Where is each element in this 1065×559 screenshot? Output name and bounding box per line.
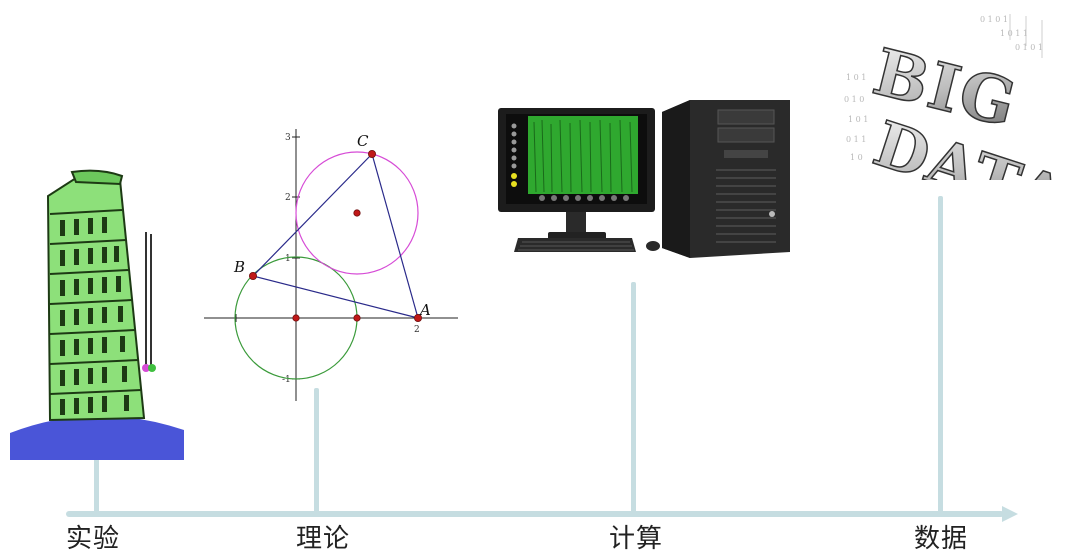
stage-label-computation: 计算 bbox=[609, 524, 664, 554]
stage-label-data: 数据 bbox=[914, 524, 969, 554]
desktop-computer-illustration bbox=[498, 100, 790, 258]
pc-tower bbox=[662, 100, 790, 258]
point-c bbox=[367, 149, 376, 158]
point-midpoint bbox=[353, 314, 361, 322]
keyboard bbox=[514, 238, 636, 252]
stage-connector-data bbox=[938, 196, 943, 513]
magenta-circle bbox=[295, 151, 419, 275]
tower-body bbox=[46, 169, 146, 422]
big-data-illustration: 0 1 0 1 1 0 1 1 0 1 0 1 1 0 1 0 1 0 1 0 … bbox=[844, 14, 1065, 180]
tick-label-x2: 2 bbox=[414, 325, 420, 335]
label-c: C bbox=[357, 132, 369, 150]
binary-background: 0 1 0 1 1 0 1 1 0 1 0 1 1 0 1 0 1 0 1 0 … bbox=[844, 15, 1043, 162]
ground-hill bbox=[10, 415, 184, 460]
label-a: A bbox=[418, 301, 431, 319]
monitor-neck bbox=[566, 212, 586, 234]
stage-connector-computation bbox=[631, 282, 636, 513]
point-origin bbox=[292, 314, 300, 322]
leaning-tower-illustration bbox=[10, 169, 184, 460]
timeline-axis bbox=[66, 511, 1004, 517]
monitor bbox=[498, 108, 655, 240]
screen-green-plot bbox=[528, 116, 638, 194]
triangle-abc bbox=[251, 152, 419, 319]
svg-text:0 1 0: 0 1 0 bbox=[844, 95, 864, 104]
point-b bbox=[249, 271, 258, 280]
stage-connector-experiment bbox=[94, 457, 99, 513]
mouse bbox=[646, 241, 660, 251]
geometry-diagram: 3 2 1 -1 2 A B C bbox=[204, 129, 458, 401]
svg-text:0 1 0 1: 0 1 0 1 bbox=[1015, 43, 1043, 52]
timeline-arrowhead bbox=[1002, 506, 1018, 522]
svg-text:1 0: 1 0 bbox=[850, 153, 863, 162]
tick-label-yneg1: -1 bbox=[282, 375, 291, 385]
label-b: B bbox=[233, 258, 245, 276]
svg-text:0 1 1: 0 1 1 bbox=[846, 135, 866, 144]
svg-text:1 0 1: 1 0 1 bbox=[848, 115, 868, 124]
drop-lines bbox=[142, 232, 156, 372]
tick-label-y1: 1 bbox=[285, 254, 291, 264]
power-button bbox=[769, 211, 775, 217]
point-circumcenter bbox=[353, 209, 361, 217]
stage-connector-theory bbox=[314, 388, 319, 513]
stage-label-experiment: 实验 bbox=[66, 524, 121, 554]
tick-label-y3: 3 bbox=[285, 133, 291, 143]
stage-label-theory: 理论 bbox=[296, 524, 351, 554]
tick-label-y2: 2 bbox=[285, 193, 291, 203]
point-a bbox=[413, 313, 422, 322]
svg-text:1 0 1: 1 0 1 bbox=[846, 73, 866, 82]
svg-text:1 0 1 1: 1 0 1 1 bbox=[1000, 29, 1028, 38]
svg-text:0 1 0 1: 0 1 0 1 bbox=[980, 15, 1008, 24]
